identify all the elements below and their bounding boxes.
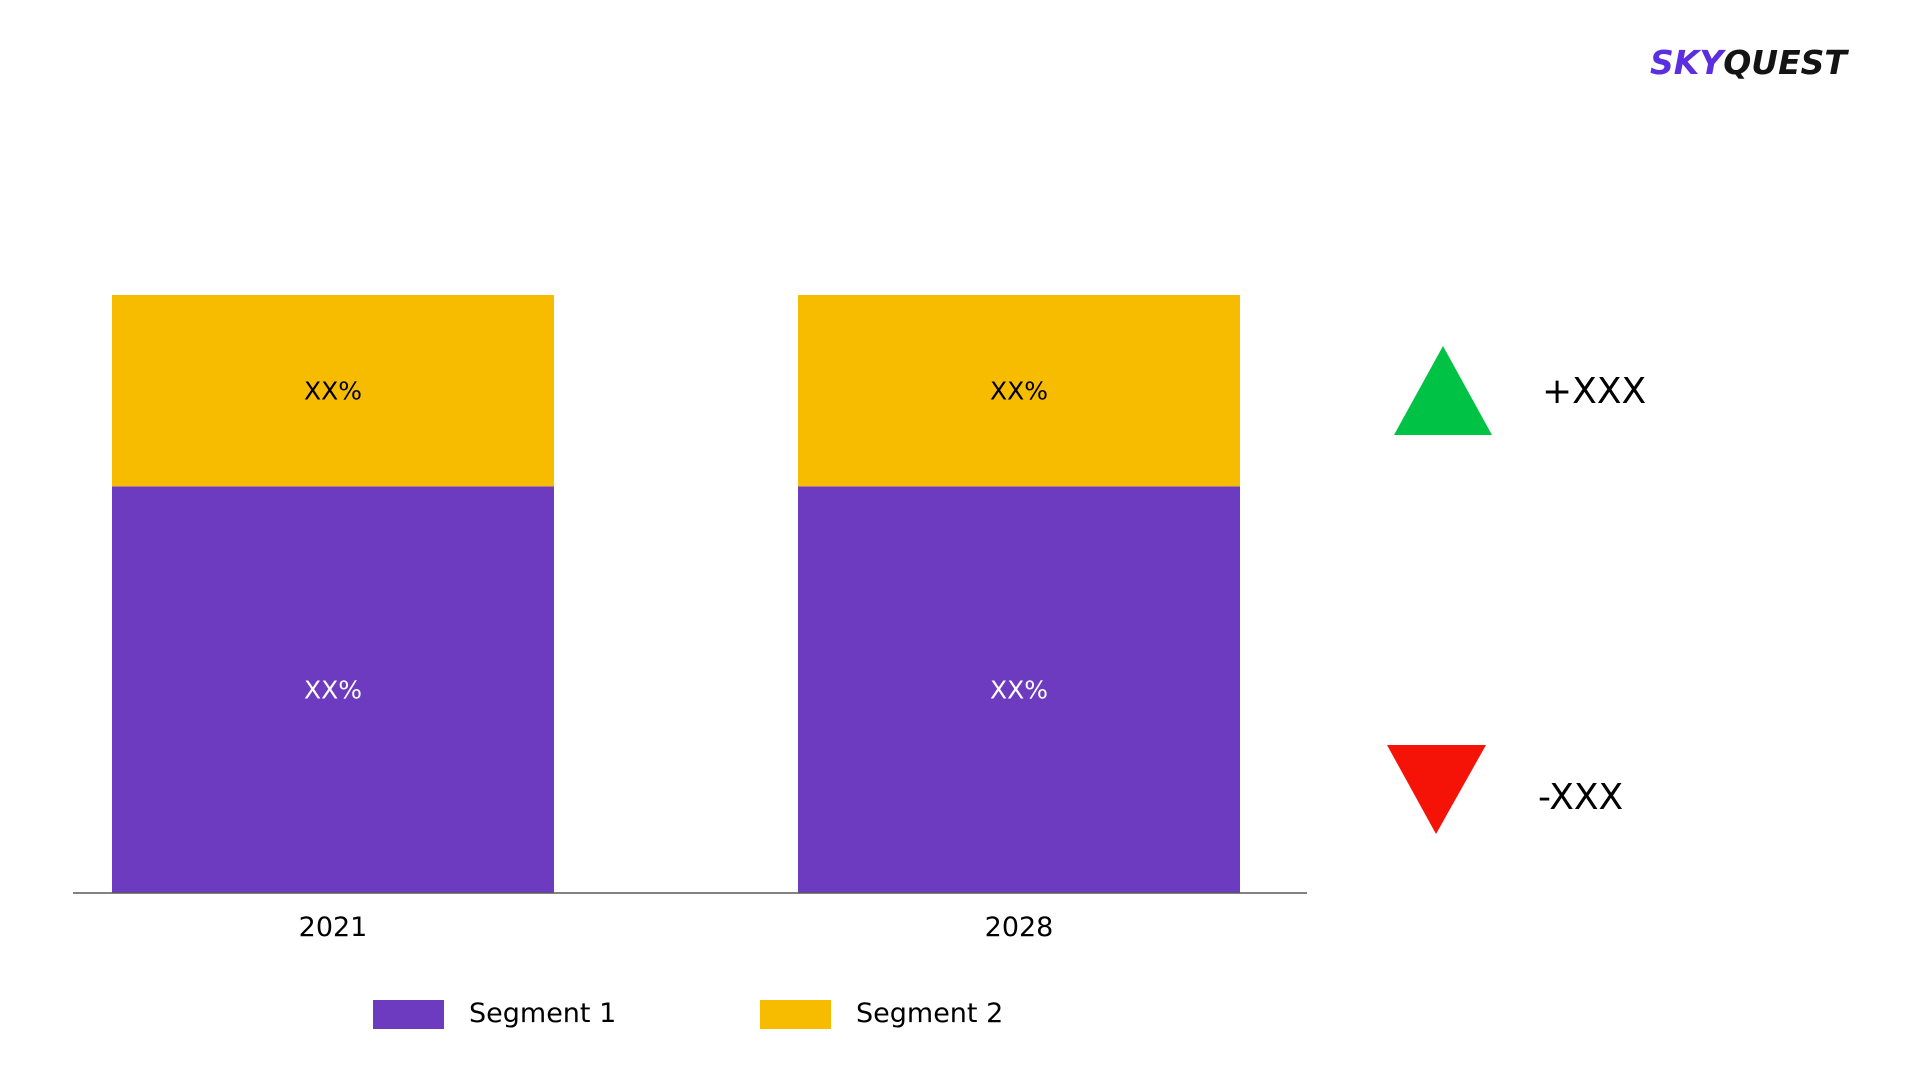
bar-2028-segment-1 — [798, 486, 1240, 893]
legend-label-segment-2: Segment 2 — [856, 998, 1003, 1029]
indicator-increase-text: +XXX — [1542, 371, 1646, 412]
indicator-decrease-text: -XXX — [1538, 777, 1623, 818]
data-label-2021-segment-1: XX% — [304, 676, 362, 705]
legend-swatch-segment-1 — [373, 1000, 444, 1029]
legend-swatch-segment-2 — [760, 1000, 831, 1029]
x-tick-label-2021: 2021 — [299, 912, 368, 943]
bar-2028-segment-2 — [798, 295, 1240, 487]
brand-logo: SKYQUEST — [1650, 46, 1847, 79]
brand-logo-part-2: QUEST — [1723, 43, 1847, 82]
bar-2021-segment-2 — [112, 295, 554, 487]
data-label-2028-segment-1: XX% — [990, 676, 1048, 705]
x-tick-label-2028: 2028 — [985, 912, 1054, 943]
up-triangle-icon — [1394, 346, 1492, 435]
data-label-2028-segment-2: XX% — [990, 377, 1048, 406]
legend-label-segment-1: Segment 1 — [469, 998, 616, 1029]
bar-2021-segment-1 — [112, 486, 554, 893]
down-triangle-icon — [1387, 745, 1486, 834]
brand-logo-part-1: SKY — [1650, 43, 1724, 82]
data-label-2021-segment-2: XX% — [304, 377, 362, 406]
